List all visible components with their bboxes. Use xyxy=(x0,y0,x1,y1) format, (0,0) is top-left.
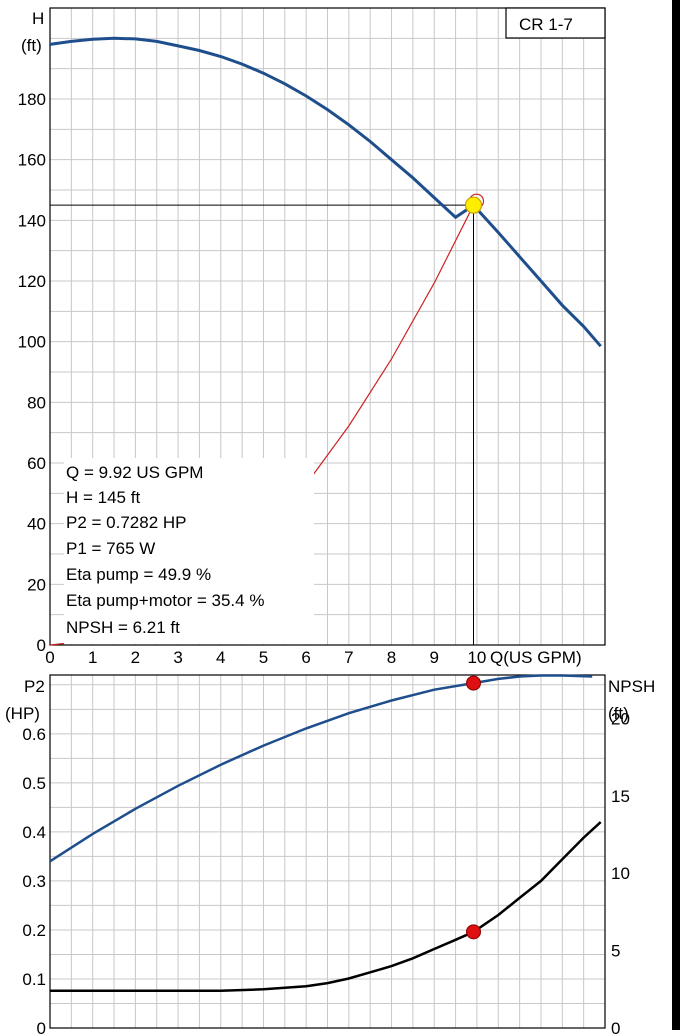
p2-axis-unit: (HP) xyxy=(5,704,40,723)
p2-curve xyxy=(49,674,593,863)
info-lines: Q = 9.92 US GPM H = 145 ft P2 = 0.7282 H… xyxy=(66,463,264,637)
x-tick-label: 4 xyxy=(216,648,225,667)
info-npsh: NPSH = 6.21 ft xyxy=(66,618,180,637)
pump-curve xyxy=(49,36,602,348)
p2-tick-label: 0.1 xyxy=(22,970,46,989)
y-tick-label: 160 xyxy=(18,151,46,170)
x-tick-label: 10 xyxy=(467,648,486,667)
top-plot-frame xyxy=(49,7,606,646)
right-border-bar xyxy=(672,0,680,1030)
p2-tick-label: 0.5 xyxy=(22,774,46,793)
npsh-curve xyxy=(50,821,602,993)
npsh-axis-unit: (ft) xyxy=(608,704,629,723)
p2-tick-label: 0 xyxy=(37,1019,46,1036)
x-tick-label: 9 xyxy=(429,648,438,667)
y-tick-label: 120 xyxy=(18,272,46,291)
bottom-series xyxy=(49,674,602,993)
npsh-tick-label: 0 xyxy=(611,1019,620,1036)
y-tick-label: 0 xyxy=(37,636,46,655)
y-tick-label: 180 xyxy=(18,90,46,109)
x-tick-label: 3 xyxy=(173,648,182,667)
x-tick-label: 5 xyxy=(259,648,268,667)
info-h: H = 145 ft xyxy=(66,488,140,507)
h-axis-unit: (ft) xyxy=(21,36,42,55)
npsh-tick-label: 15 xyxy=(611,787,630,806)
p2-duty-marker xyxy=(466,675,482,691)
model-label: CR 1-7 xyxy=(519,15,573,34)
info-eta-total: Eta pump+motor = 35.4 % xyxy=(66,591,264,610)
info-p2: P2 = 0.7282 HP xyxy=(66,513,187,532)
top-grid xyxy=(49,7,606,646)
model-label-box xyxy=(505,7,606,39)
info-eta-pump: Eta pump = 49.9 % xyxy=(66,565,211,584)
npsh-tick-label: 20 xyxy=(611,709,630,728)
p2-tick-label: 0.3 xyxy=(22,872,46,891)
bottom-grid xyxy=(49,675,606,1029)
y-tick-label: 140 xyxy=(18,211,46,230)
duty-point-marker xyxy=(464,196,483,214)
p2-tick-label: 0.2 xyxy=(22,921,46,940)
x-axis-label: Q(US GPM) xyxy=(490,648,582,667)
h-axis-label: H xyxy=(32,9,44,28)
x-tick-label: 8 xyxy=(387,648,396,667)
info-panel xyxy=(64,458,314,644)
npsh-duty-marker xyxy=(466,924,482,940)
x-tick-label: 2 xyxy=(131,648,140,667)
bottom-plot-frame xyxy=(49,674,606,1029)
y-tick-label: 60 xyxy=(27,454,46,473)
y-tick-label: 100 xyxy=(18,333,46,352)
y-tick-label: 80 xyxy=(27,393,46,412)
p2-axis-label: P2 xyxy=(24,677,45,696)
npsh-axis-label: NPSH xyxy=(608,677,655,696)
x-tick-label: 7 xyxy=(344,648,353,667)
x-tick-label: 6 xyxy=(301,648,310,667)
y-tick-label: 20 xyxy=(27,575,46,594)
npsh-tick-label: 10 xyxy=(611,864,630,883)
x-tick-label: 0 xyxy=(45,648,54,667)
npsh-tick-label: 5 xyxy=(611,942,620,961)
y-tick-label: 40 xyxy=(27,515,46,534)
p2-tick-label: 0.4 xyxy=(22,823,46,842)
x-tick-label: 1 xyxy=(88,648,97,667)
bottom-tick-labels: 0 0.1 0.2 0.3 0.4 0.5 0.6 0 5 10 15 20 xyxy=(22,709,630,1036)
p2-tick-label: 0.6 xyxy=(22,725,46,744)
info-p1: P1 = 765 W xyxy=(66,539,155,558)
info-q: Q = 9.92 US GPM xyxy=(66,463,203,482)
